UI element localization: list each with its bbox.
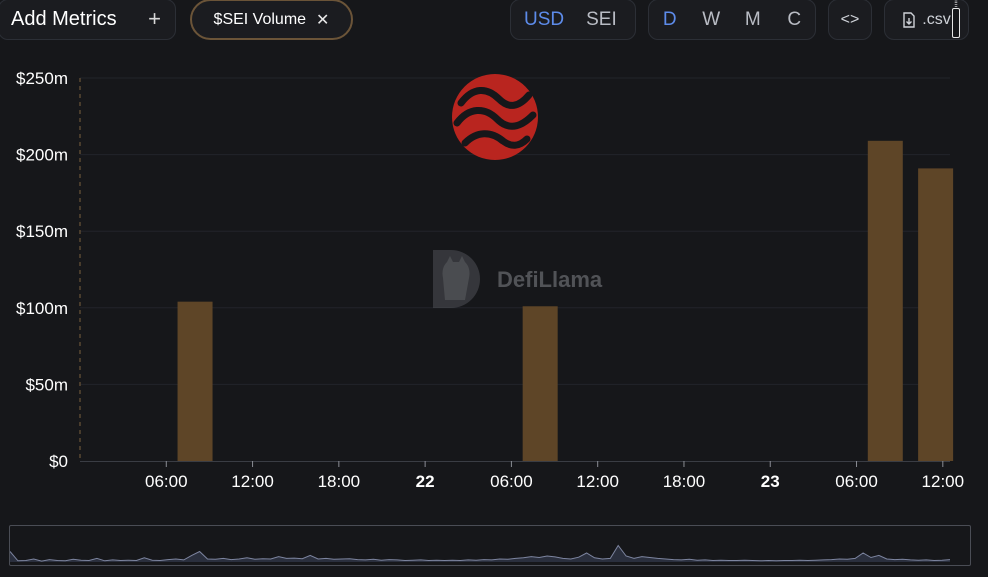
y-tick-label: $0 bbox=[49, 452, 68, 471]
llama-logo-icon bbox=[433, 250, 480, 308]
period-option-c[interactable]: C bbox=[787, 8, 802, 30]
period-option-d[interactable]: D bbox=[662, 8, 677, 30]
volume-bar[interactable] bbox=[867, 140, 903, 461]
add-metrics-label: Add Metrics bbox=[11, 8, 117, 30]
x-tick-label: 23 bbox=[761, 472, 780, 491]
metric-chip-label: $SEI Volume bbox=[213, 10, 307, 28]
metric-chip-sei-volume[interactable]: $SEI Volume ✕ bbox=[190, 0, 353, 40]
sei-logo-icon bbox=[452, 74, 538, 160]
volume-bar[interactable] bbox=[177, 301, 213, 461]
currency-toggle: USD SEI bbox=[510, 0, 636, 40]
brush-area bbox=[10, 545, 950, 562]
embed-label: <> bbox=[840, 10, 860, 28]
plus-icon: + bbox=[148, 6, 161, 31]
close-icon[interactable]: ✕ bbox=[316, 11, 330, 29]
brush-mini-chart bbox=[10, 544, 951, 562]
defillama-watermark: DefiLlama bbox=[433, 250, 603, 308]
currency-option-sei[interactable]: SEI bbox=[586, 8, 617, 30]
x-tick-label: 12:00 bbox=[922, 472, 965, 491]
y-tick-label: $250m bbox=[16, 69, 68, 88]
y-axis-ticks: $0 $50m $100m $150m $200m $250m bbox=[16, 69, 68, 471]
brush-handle[interactable] bbox=[952, 8, 960, 38]
volume-bar-chart: $0 $50m $100m $150m $200m $250m DefiLlama 06:… bbox=[16, 69, 964, 491]
x-axis-ticks: 06:00 12:00 18:00 22 06:00 12:00 18:00 23 06:00 1… bbox=[145, 461, 964, 491]
x-tick-label: 18:00 bbox=[663, 472, 706, 491]
y-tick-label: $200m bbox=[16, 146, 68, 165]
volume-bar[interactable] bbox=[522, 306, 558, 461]
period-option-w[interactable]: W bbox=[702, 8, 721, 30]
x-tick-label: 06:00 bbox=[490, 472, 533, 491]
x-tick-label: 22 bbox=[416, 472, 435, 491]
watermark-brand: DefiLlama bbox=[497, 267, 603, 292]
x-tick-label: 06:00 bbox=[145, 472, 188, 491]
x-tick-label: 06:00 bbox=[835, 472, 878, 491]
x-tick-label: 12:00 bbox=[576, 472, 619, 491]
bars bbox=[177, 140, 954, 461]
period-option-m[interactable]: M bbox=[744, 8, 761, 30]
range-brush[interactable] bbox=[9, 525, 971, 566]
y-tick-label: $150m bbox=[16, 222, 68, 241]
period-toggle: D W M C bbox=[648, 0, 816, 40]
brush-grip-icon[interactable]: ⁞⁞ bbox=[954, 0, 958, 9]
y-tick-label: $100m bbox=[16, 299, 68, 318]
volume-bar[interactable] bbox=[918, 168, 954, 461]
brush-line bbox=[10, 544, 951, 562]
file-download-icon bbox=[903, 11, 915, 28]
x-tick-label: 18:00 bbox=[318, 472, 361, 491]
embed-code-button[interactable]: <> bbox=[828, 0, 872, 40]
currency-option-usd[interactable]: USD bbox=[524, 8, 565, 30]
csv-label: .csv bbox=[922, 10, 951, 28]
add-metrics-button[interactable]: Add Metrics + bbox=[0, 0, 176, 40]
y-tick-label: $50m bbox=[25, 375, 68, 394]
x-tick-label: 12:00 bbox=[231, 472, 274, 491]
